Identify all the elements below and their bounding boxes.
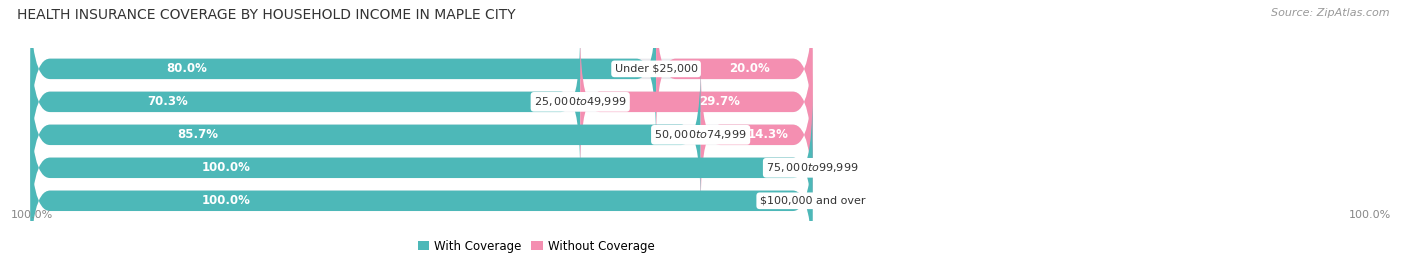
Text: 100.0%: 100.0%: [201, 161, 250, 174]
FancyBboxPatch shape: [31, 63, 700, 207]
Text: 100.0%: 100.0%: [201, 194, 250, 207]
FancyBboxPatch shape: [581, 30, 813, 174]
FancyBboxPatch shape: [31, 95, 813, 240]
Text: 0.0%: 0.0%: [824, 194, 856, 207]
Text: 85.7%: 85.7%: [177, 128, 218, 141]
Text: Source: ZipAtlas.com: Source: ZipAtlas.com: [1271, 8, 1389, 18]
Text: 100.0%: 100.0%: [11, 210, 53, 220]
Text: 29.7%: 29.7%: [699, 95, 740, 108]
Text: 0.0%: 0.0%: [824, 161, 856, 174]
FancyBboxPatch shape: [31, 30, 581, 174]
FancyBboxPatch shape: [31, 30, 813, 174]
FancyBboxPatch shape: [31, 0, 813, 141]
FancyBboxPatch shape: [700, 63, 813, 207]
Text: 70.3%: 70.3%: [148, 95, 188, 108]
FancyBboxPatch shape: [31, 129, 813, 269]
FancyBboxPatch shape: [31, 63, 813, 207]
Text: Under $25,000: Under $25,000: [614, 64, 697, 74]
Legend: With Coverage, Without Coverage: With Coverage, Without Coverage: [418, 240, 654, 253]
Text: $75,000 to $99,999: $75,000 to $99,999: [766, 161, 859, 174]
Text: 14.3%: 14.3%: [748, 128, 789, 141]
FancyBboxPatch shape: [657, 0, 813, 141]
Text: HEALTH INSURANCE COVERAGE BY HOUSEHOLD INCOME IN MAPLE CITY: HEALTH INSURANCE COVERAGE BY HOUSEHOLD I…: [17, 8, 516, 22]
FancyBboxPatch shape: [31, 0, 657, 141]
Text: $25,000 to $49,999: $25,000 to $49,999: [534, 95, 627, 108]
FancyBboxPatch shape: [31, 129, 813, 269]
Text: 20.0%: 20.0%: [730, 62, 770, 75]
FancyBboxPatch shape: [31, 95, 813, 240]
Text: $100,000 and over: $100,000 and over: [759, 196, 865, 206]
Text: $50,000 to $74,999: $50,000 to $74,999: [654, 128, 747, 141]
Text: 100.0%: 100.0%: [1348, 210, 1391, 220]
Text: 80.0%: 80.0%: [166, 62, 207, 75]
